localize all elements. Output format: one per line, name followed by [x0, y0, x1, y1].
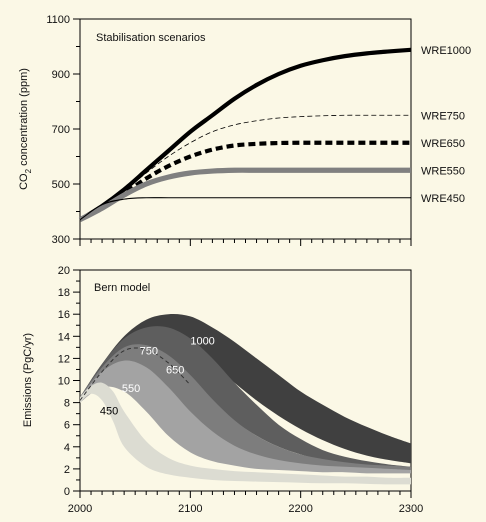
- concentration-series-labels: WRE1000 WRE750 WRE650 WRE550 WRE450: [421, 45, 471, 205]
- emissions-band-750: [80, 326, 411, 469]
- band-label-450: 450: [100, 405, 118, 417]
- emissions-x-tick-label: 2100: [178, 503, 202, 515]
- emissions-x-tick-label: 2200: [288, 503, 312, 515]
- emissions-y-tick-label: 4: [64, 442, 70, 454]
- concentration-y-tick-label: 1100: [46, 14, 70, 26]
- emissions-y-tick-label: 16: [58, 309, 70, 321]
- concentration-y-ticks: 300 500 700 900 1100: [46, 14, 80, 246]
- concentration-y-axis-title: CO2 concentration (ppm): [18, 68, 33, 190]
- concentration-line-wre1000: [78, 47, 412, 222]
- emissions-y-ticks: 0 2 4 6 8 10 12 14 16 18 20: [58, 265, 80, 498]
- concentration-y-tick-label: 500: [52, 179, 70, 191]
- emissions-band-550: [80, 360, 411, 474]
- emissions-x-ticks: 2000 2100 2200 2300: [68, 491, 423, 515]
- emissions-y-tick-label: 0: [64, 486, 70, 498]
- emissions-x-tick-label: 2300: [399, 503, 423, 515]
- concentration-panel-title: Stabilisation scenarios: [96, 32, 206, 44]
- emissions-y-tick-label: 10: [58, 376, 70, 388]
- series-label-wre1000: WRE1000: [421, 45, 471, 57]
- series-label-wre750: WRE750: [421, 110, 465, 122]
- concentration-line-wre750: [79, 114, 411, 221]
- emissions-y-tick-label: 6: [64, 420, 70, 432]
- emissions-y-tick-label: 2: [64, 464, 70, 476]
- series-label-wre550: WRE550: [421, 165, 465, 177]
- band-label-650: 650: [166, 364, 184, 376]
- emissions-band-450: [80, 382, 411, 485]
- concentration-line-wre450: [79, 197, 411, 221]
- emissions-x-tick-label: 2000: [68, 503, 92, 515]
- concentration-panel: 300 500 700 900 1100 WRE1000 WRE750 WRE650 WRE5…: [18, 14, 471, 246]
- emissions-median-group: [79, 347, 191, 401]
- emissions-band-650: [80, 344, 411, 471]
- emissions-y-tick-label: 12: [58, 353, 70, 365]
- emissions-band-labels: 1000 750 650 550 450: [100, 336, 215, 418]
- concentration-y-tick-label: 700: [52, 124, 70, 136]
- concentration-series-group: [78, 47, 412, 223]
- concentration-y-tick-label: 300: [52, 234, 70, 246]
- concentration-x-ticks: [79, 239, 412, 246]
- emissions-panel-title: Bern model: [94, 282, 150, 294]
- concentration-line-wre550: [78, 167, 411, 223]
- series-label-wre450: WRE450: [421, 193, 465, 205]
- emissions-y-tick-label: 14: [58, 331, 70, 343]
- concentration-y-tick-label: 900: [52, 69, 70, 81]
- emissions-y-tick-label: 8: [64, 398, 70, 410]
- emissions-median-dashed-line: [79, 347, 191, 401]
- emissions-panel: 1000 750 650 550 450 2000 2100 2200 2300 0 2 4 6 8 1…: [22, 265, 423, 515]
- emissions-band-1000: [80, 314, 411, 464]
- series-label-wre650: WRE650: [421, 138, 465, 150]
- band-label-750: 750: [140, 346, 158, 358]
- emissions-y-tick-label: 18: [58, 287, 70, 299]
- emissions-y-axis-title: Emissions (PgC/yr): [22, 333, 34, 427]
- band-label-550: 550: [122, 383, 140, 395]
- band-label-1000: 1000: [190, 336, 214, 348]
- emissions-y-tick-label: 20: [58, 265, 70, 277]
- emissions-bands-group: [80, 314, 411, 485]
